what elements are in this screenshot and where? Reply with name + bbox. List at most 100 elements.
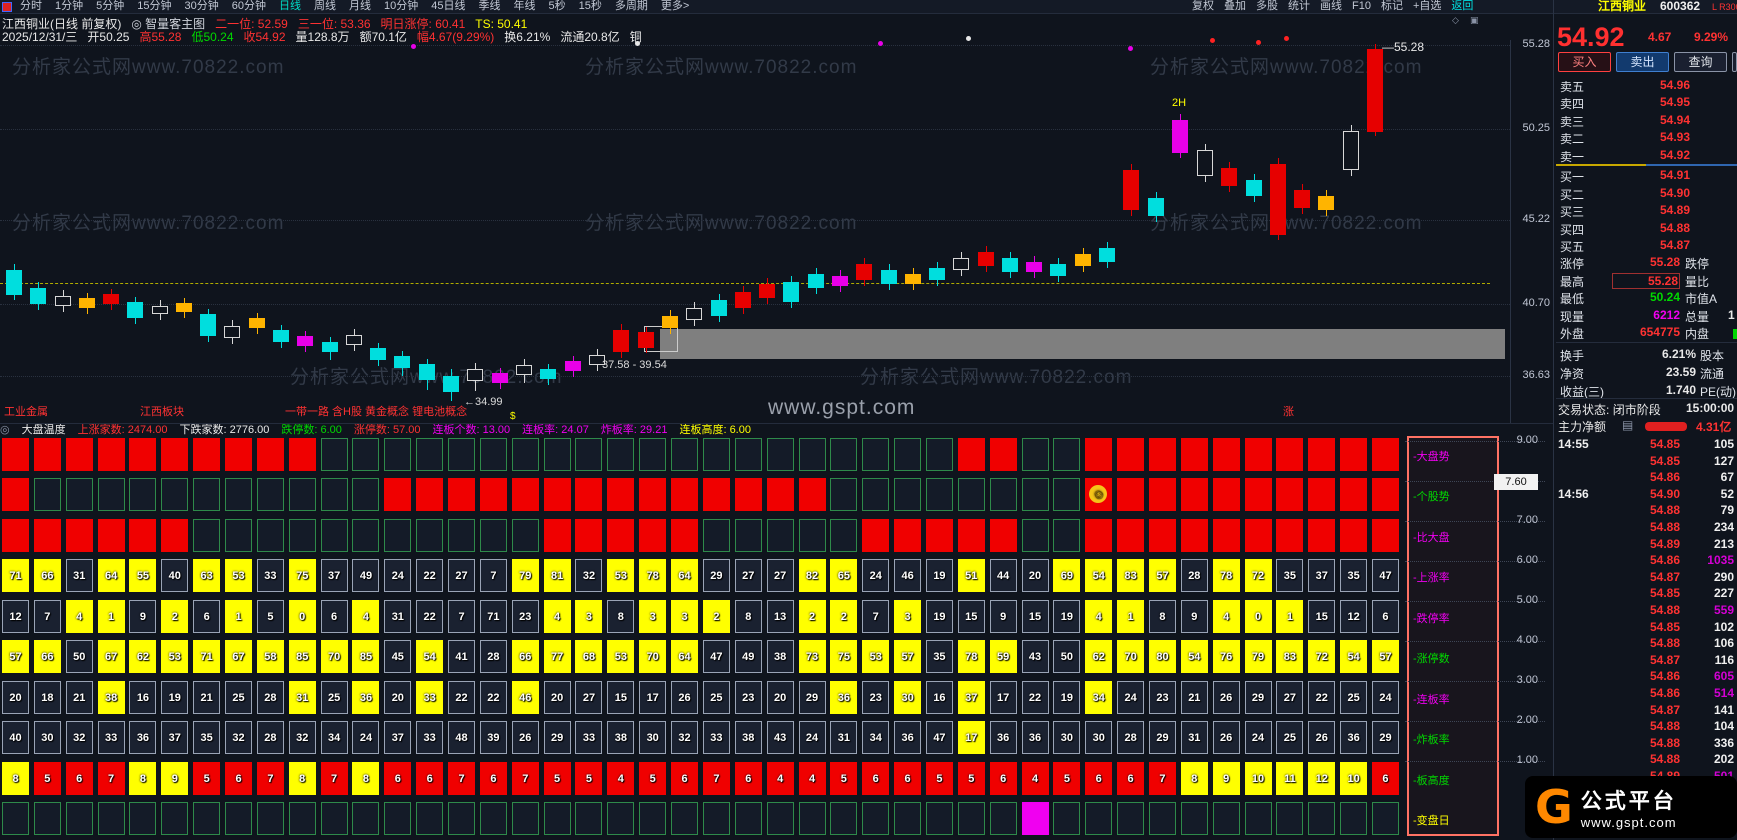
temp-cell: 29 [543,721,571,754]
panel-icon[interactable]: ▣ [1470,15,1479,25]
temp-cell [97,478,125,511]
temp-cell: 6 [671,762,699,795]
period-tab-季线[interactable]: 季线 [478,0,501,12]
temp-cell: 10 [1244,762,1272,795]
temp-cell [1308,478,1336,511]
temp-cell [1212,802,1240,835]
temp-cell: 19 [1053,681,1081,714]
tick-volume: 104 [1713,719,1734,734]
temp-cell [1180,438,1208,471]
temp-cell [925,438,953,471]
tool-画线[interactable]: 画线 [1320,0,1342,12]
temp-cell [1276,478,1304,511]
chart-panel-divider[interactable] [0,423,1553,424]
temp-cell: 31 [288,681,316,714]
tick-price: 54.85 [1649,437,1680,451]
tick-price: 54.88 [1649,603,1680,617]
candle [735,292,751,308]
tool-返回[interactable]: 返回 [1451,0,1474,12]
period-tab-月线[interactable]: 月线 [349,0,371,12]
temp-cell: 47 [702,640,730,673]
temp-cell: 44 [989,559,1017,592]
temp-cell: 12 [2,600,29,633]
tool-叠加[interactable]: 叠加 [1224,0,1246,12]
ask-row[interactable]: 卖三 [1560,114,1585,129]
candle [613,330,629,352]
temp-cell [830,802,858,835]
temp-cell [288,519,316,552]
temp-cell: 6 [225,762,253,795]
temp-cell: 64 [97,559,125,592]
period-tab-15分钟[interactable]: 15分钟 [137,0,172,12]
temp-cell: 3 [894,600,922,633]
tool-复权[interactable]: 复权 [1192,0,1214,12]
sector-tag[interactable]: 一带一路 含H股 黄金概念 锂电池概念 [285,406,468,418]
temp-cell [798,438,826,471]
temp-cell: 7 [862,600,890,633]
period-tab-60分钟[interactable]: 60分钟 [231,0,266,12]
bid-row[interactable]: 买四 [1560,222,1585,237]
panel-divider[interactable] [1553,0,1554,840]
period-tab-45日线[interactable]: 45日线 [431,0,466,12]
candle [953,258,969,270]
temp-cell: 5 [256,600,284,633]
temp-cell: 25 [320,681,348,714]
bid-row[interactable]: 买二 [1560,187,1585,202]
tool-F10[interactable]: F10 [1352,0,1371,12]
tool-统计[interactable]: 统计 [1288,0,1310,12]
period-tab-分时[interactable]: 分时 [20,0,42,12]
period-tab-5分钟[interactable]: 5分钟 [96,0,125,12]
temp-cell: 36 [989,721,1017,754]
period-tab-30分钟[interactable]: 30分钟 [184,0,219,12]
price-gridline [0,220,1510,221]
period-tab-周线[interactable]: 周线 [314,0,336,12]
toolbar-tools: 复权 叠加 多股 统计 画线 F10 标记 +自选 返回 [1192,0,1483,13]
ask-row[interactable]: 卖一 [1560,149,1585,164]
bid-row[interactable]: 买五 [1560,240,1585,255]
period-tab-10分钟[interactable]: 10分钟 [384,0,419,12]
temp-cell [33,802,61,835]
temp-cell: 5 [925,762,953,795]
period-tab-多周期[interactable]: 多周期 [614,0,648,12]
tick-price: 54.85 [1649,619,1680,634]
temp-cell [957,802,985,835]
tool-标记[interactable]: 标记 [1380,0,1403,12]
temp-cell [384,519,412,552]
diamond-icon[interactable]: ◇ [1452,15,1459,25]
ask-row[interactable]: 卖四 [1560,97,1585,112]
tool-多股[interactable]: 多股 [1256,0,1278,12]
ask-row[interactable]: 卖二 [1560,132,1585,147]
period-tab-更多>[interactable]: 更多> [660,0,690,12]
temp-cell: 38 [766,640,794,673]
bid-row[interactable]: 买三 [1560,205,1585,220]
candle [929,268,945,280]
period-tab-15秒[interactable]: 15秒 [578,0,602,12]
temp-cell [416,478,444,511]
list-icon[interactable]: ▤ [1622,418,1634,432]
period-tab-日线[interactable]: 日线 [279,0,301,12]
period-tab-1分钟[interactable]: 1分钟 [55,0,84,12]
period-tab-年线[interactable]: 年线 [513,0,536,12]
buy-button[interactable]: 买入 [1558,52,1611,72]
temp-cell: 46 [894,559,922,592]
temp-cell [193,519,221,552]
tick-price: 54.86 [1649,686,1680,700]
sell-button[interactable]: 卖出 [1616,52,1669,72]
indicator-icon[interactable]: ◎ [0,424,10,436]
trade-status-label: 交易状态: 闭市阶段 [1558,401,1661,418]
bid-row[interactable]: 买一 [1560,170,1585,184]
period-tab-5秒[interactable]: 5秒 [548,0,566,12]
sector-tag[interactable]: 工业金属 [4,406,48,418]
indicator-stat: 跌停数: 6.00 [281,424,342,436]
temp-cell: 49 [734,640,762,673]
query-button[interactable]: 查询 [1674,52,1727,72]
extra-button[interactable] [1732,52,1737,72]
temp-cell [1340,478,1368,511]
ask-row[interactable]: 卖五 [1560,80,1585,94]
sector-tag[interactable]: 江西板块 [140,406,184,418]
candle [565,361,581,371]
tool-+自选[interactable]: +自选 [1412,0,1442,12]
app-icon[interactable] [2,2,12,12]
temp-cell [1371,478,1399,511]
temp-cell: 62 [129,640,157,673]
